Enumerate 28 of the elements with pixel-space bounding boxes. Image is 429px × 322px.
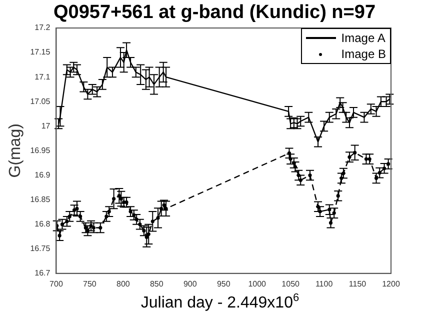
x-tick-label: 1100 — [315, 279, 334, 288]
y-tick-label: 17 — [41, 121, 51, 130]
y-tick-label: 17.2 — [34, 23, 51, 32]
x-tick-label: 800 — [116, 279, 130, 288]
x-tick-label: 900 — [183, 279, 198, 288]
y-tick-label: 16.7 — [34, 268, 51, 278]
y-axis-title: G(mag) — [7, 124, 24, 178]
x-tick-label: 850 — [150, 279, 164, 288]
y-tick-label: 17.05 — [30, 96, 51, 106]
point — [292, 118, 302, 130]
x-tick-label: 750 — [83, 279, 97, 288]
x-tick-label: 1200 — [382, 279, 400, 288]
y-tick-label: 16.8 — [34, 220, 51, 229]
y-tick-label: 17.1 — [34, 72, 51, 82]
x-axis-title: Julian day - 2.449x10$^{6}$ — [140, 292, 300, 312]
y-tick-label: 17.15 — [30, 48, 51, 57]
x-tick-label: 1000 — [248, 279, 267, 288]
x-tick-label: 950 — [216, 279, 231, 288]
x-tick-label: 1050 — [282, 279, 300, 288]
y-tick-label: 16.85 — [30, 194, 51, 204]
y-tick-label: 16.95 — [30, 146, 51, 155]
legend-label: Image B — [341, 47, 386, 61]
x-tick-label: 700 — [50, 279, 64, 288]
legend-label: Image A — [341, 31, 386, 45]
y-tick-label: 16.75 — [30, 244, 51, 254]
chart-title: Q0957+561 at g-band (Kundic) n=97 — [52, 2, 377, 24]
x-tick-label: 1150 — [348, 279, 367, 288]
y-tick-label: 16.9 — [34, 170, 51, 180]
